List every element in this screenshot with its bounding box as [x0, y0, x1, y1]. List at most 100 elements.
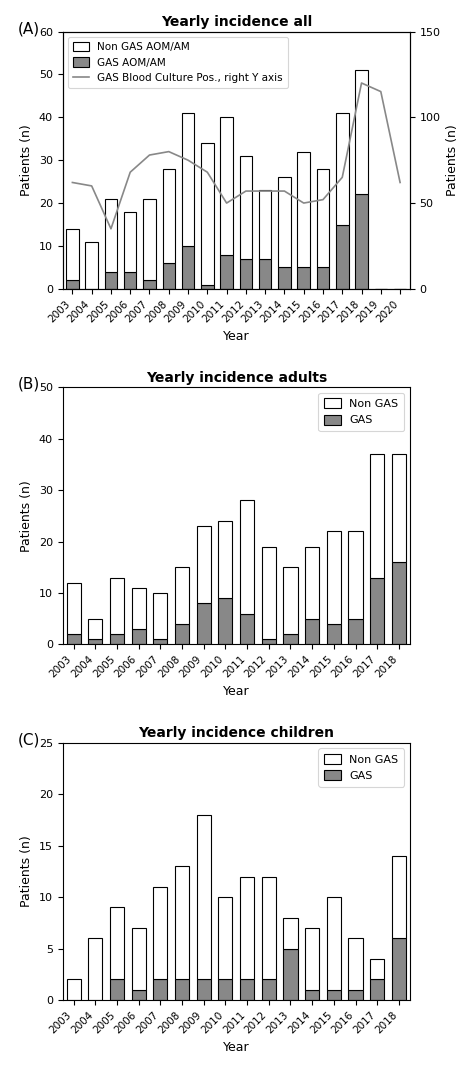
- Y-axis label: Patients (n): Patients (n): [20, 836, 33, 908]
- Bar: [175, 979, 189, 1000]
- Bar: [219, 897, 232, 979]
- Bar: [219, 979, 232, 1000]
- Bar: [66, 280, 79, 289]
- Bar: [124, 272, 137, 289]
- Y-axis label: Patients (n): Patients (n): [20, 480, 33, 552]
- Bar: [259, 259, 272, 289]
- Bar: [240, 156, 252, 259]
- Bar: [124, 212, 137, 272]
- X-axis label: Year: Year: [223, 685, 249, 698]
- Bar: [219, 598, 232, 645]
- Bar: [220, 118, 233, 254]
- Bar: [262, 546, 276, 639]
- Bar: [305, 546, 319, 619]
- Bar: [327, 624, 341, 645]
- Bar: [66, 229, 79, 280]
- Y-axis label: Patients (n): Patients (n): [20, 124, 33, 196]
- Bar: [143, 199, 156, 280]
- Legend: Non GAS, GAS: Non GAS, GAS: [319, 748, 404, 787]
- Bar: [392, 454, 406, 562]
- Legend: Non GAS AOM/AM, GAS AOM/AM, GAS Blood Culture Pos., right Y axis: Non GAS AOM/AM, GAS AOM/AM, GAS Blood Cu…: [68, 36, 288, 89]
- Bar: [278, 177, 291, 267]
- Bar: [356, 71, 368, 195]
- Bar: [348, 990, 363, 1000]
- Bar: [66, 583, 81, 634]
- Bar: [370, 577, 384, 645]
- Bar: [262, 877, 276, 979]
- Bar: [153, 593, 167, 639]
- Bar: [175, 624, 189, 645]
- Bar: [262, 639, 276, 645]
- Bar: [197, 979, 211, 1000]
- Bar: [262, 979, 276, 1000]
- Bar: [259, 190, 272, 259]
- Bar: [105, 199, 117, 272]
- Bar: [132, 588, 146, 629]
- Bar: [219, 521, 232, 598]
- Bar: [240, 877, 254, 979]
- Bar: [110, 908, 124, 979]
- Bar: [305, 619, 319, 645]
- X-axis label: Year: Year: [223, 330, 249, 343]
- Bar: [197, 815, 211, 979]
- Bar: [143, 280, 156, 289]
- Legend: Non GAS, GAS: Non GAS, GAS: [319, 392, 404, 431]
- Bar: [197, 526, 211, 603]
- Bar: [88, 639, 102, 645]
- Bar: [132, 928, 146, 990]
- Bar: [348, 939, 363, 990]
- Bar: [163, 169, 175, 263]
- Title: Yearly incidence adults: Yearly incidence adults: [146, 371, 327, 385]
- Bar: [182, 246, 194, 289]
- Bar: [283, 917, 298, 948]
- Bar: [317, 169, 329, 267]
- Bar: [240, 614, 254, 645]
- Bar: [182, 113, 194, 246]
- Bar: [201, 284, 214, 289]
- Bar: [278, 267, 291, 289]
- Bar: [348, 619, 363, 645]
- Bar: [66, 979, 81, 1000]
- Bar: [370, 959, 384, 979]
- Bar: [283, 634, 298, 645]
- Bar: [110, 577, 124, 634]
- Bar: [88, 939, 102, 1000]
- Text: (C): (C): [18, 732, 40, 747]
- Text: (B): (B): [18, 377, 40, 392]
- Bar: [201, 143, 214, 284]
- Title: Yearly incidence children: Yearly incidence children: [138, 726, 334, 740]
- Bar: [66, 634, 81, 645]
- Bar: [370, 979, 384, 1000]
- Bar: [392, 562, 406, 645]
- Bar: [356, 195, 368, 289]
- Bar: [153, 639, 167, 645]
- Bar: [88, 619, 102, 639]
- Bar: [298, 152, 310, 267]
- Bar: [240, 979, 254, 1000]
- Bar: [392, 939, 406, 1000]
- Bar: [348, 531, 363, 619]
- Bar: [298, 267, 310, 289]
- Text: (A): (A): [18, 21, 40, 36]
- X-axis label: Year: Year: [223, 1041, 249, 1054]
- Bar: [197, 603, 211, 645]
- Bar: [220, 254, 233, 289]
- Bar: [105, 272, 117, 289]
- Bar: [163, 263, 175, 289]
- Bar: [336, 113, 348, 224]
- Bar: [110, 634, 124, 645]
- Bar: [317, 267, 329, 289]
- Y-axis label: Patients (n): Patients (n): [446, 124, 459, 196]
- Bar: [240, 259, 252, 289]
- Bar: [85, 242, 98, 289]
- Bar: [370, 454, 384, 577]
- Bar: [283, 568, 298, 634]
- Bar: [175, 568, 189, 624]
- Bar: [110, 979, 124, 1000]
- Bar: [132, 990, 146, 1000]
- Bar: [283, 948, 298, 1000]
- Bar: [240, 500, 254, 614]
- Title: Yearly incidence all: Yearly incidence all: [161, 15, 312, 29]
- Bar: [132, 629, 146, 645]
- Bar: [336, 224, 348, 289]
